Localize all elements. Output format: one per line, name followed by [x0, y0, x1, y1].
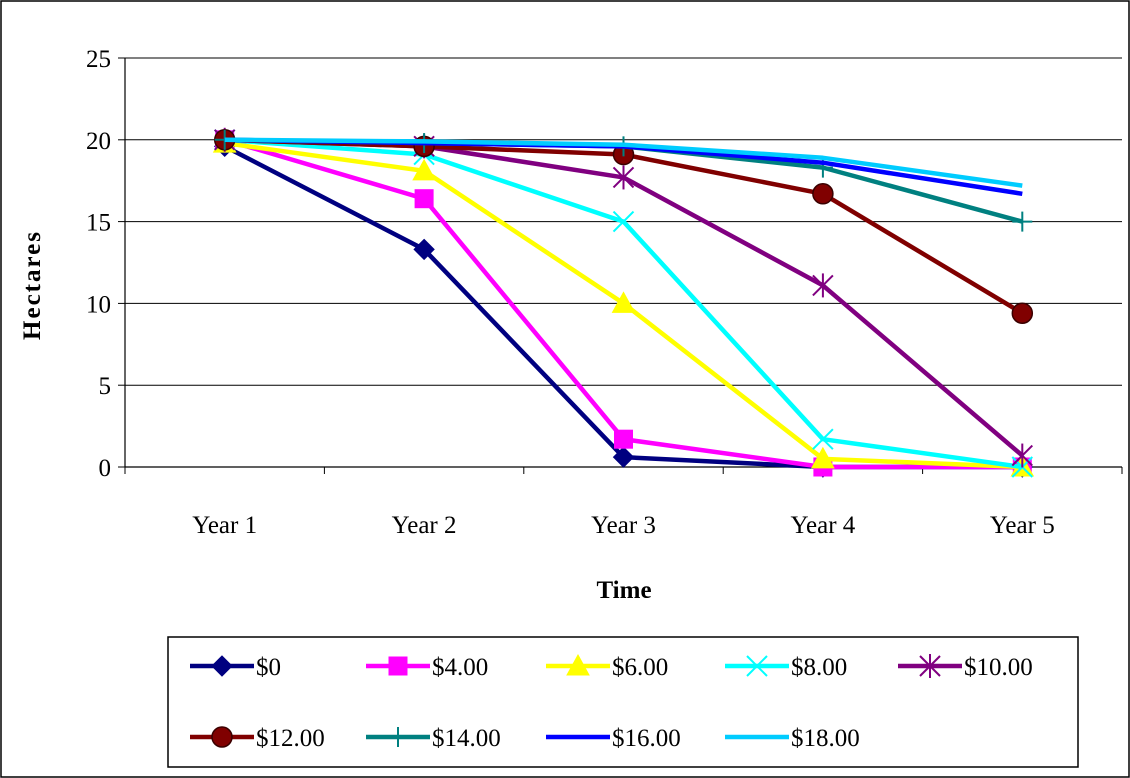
legend-label: $8.00 — [791, 654, 847, 681]
y-tick-label: 25 — [86, 46, 111, 73]
legend-marker — [746, 655, 768, 677]
x-tick-label: Year 1 — [192, 512, 257, 539]
data-point — [612, 446, 635, 468]
data-point — [811, 446, 835, 469]
legend-label: $10.00 — [964, 654, 1033, 681]
legend-label: $18.00 — [791, 725, 860, 752]
legend-marker — [388, 727, 408, 747]
legend-label: $6.00 — [612, 654, 668, 681]
legend-label: $0 — [256, 654, 281, 681]
x-tick-label: Year 5 — [990, 512, 1055, 539]
data-point — [812, 273, 834, 298]
data-point — [614, 429, 633, 449]
legend-marker — [566, 653, 590, 676]
data-point — [1011, 443, 1034, 468]
x-tick-label: Year 4 — [790, 512, 855, 539]
legend-marker — [388, 656, 408, 676]
y-tick-label: 20 — [86, 128, 111, 155]
legend-label: $12.00 — [256, 725, 325, 752]
data-point — [812, 428, 834, 450]
series-lines — [212, 127, 1035, 478]
legend-item: $0 — [190, 654, 281, 681]
legend-item: $10.00 — [898, 654, 1033, 681]
legend-marker — [211, 655, 233, 677]
tick-labels: 0 5 10 15 20 25 Year 1 Year 2 Year 3 Year 4 Year 5 — [86, 46, 1055, 539]
data-point — [612, 210, 635, 233]
legend-item: $8.00 — [725, 654, 847, 681]
data-point — [812, 183, 834, 205]
data-point — [612, 165, 635, 190]
legend-item: $6.00 — [546, 653, 668, 681]
legend-marker — [211, 726, 233, 748]
series-2 — [212, 131, 1035, 477]
data-point — [413, 238, 435, 261]
y-axis-title: Hectares — [19, 230, 46, 340]
data-point — [414, 189, 434, 209]
y-tick-label: 15 — [86, 210, 111, 237]
legend-item: $18.00 — [725, 725, 860, 752]
series-8 — [224, 137, 1023, 188]
y-tick-label: 0 — [99, 455, 112, 482]
y-tick-label: 5 — [99, 373, 112, 400]
y-tick-label: 10 — [86, 291, 111, 318]
legend-item: $12.00 — [190, 725, 325, 752]
series-line — [224, 137, 1023, 188]
legend-item: $4.00 — [366, 654, 488, 681]
legend: $0 $4.00 $6.00 $8.00 $10.00 $12.00 $14.00 $16.0… — [167, 636, 1079, 768]
data-point — [1011, 302, 1034, 324]
legend-marker — [919, 654, 941, 678]
x-tick-label: Year 2 — [392, 512, 457, 539]
legend-label: $4.00 — [432, 654, 488, 681]
legend-item: $14.00 — [366, 725, 501, 752]
data-point — [412, 158, 436, 181]
legend-label: $14.00 — [432, 725, 501, 752]
data-point — [611, 291, 636, 313]
x-tick-label: Year 3 — [591, 512, 656, 539]
legend-box — [167, 636, 1079, 768]
legend-item: $16.00 — [546, 725, 681, 752]
x-axis-title: Time — [596, 577, 651, 604]
data-point — [1012, 211, 1033, 232]
legend-label: $16.00 — [612, 725, 681, 752]
